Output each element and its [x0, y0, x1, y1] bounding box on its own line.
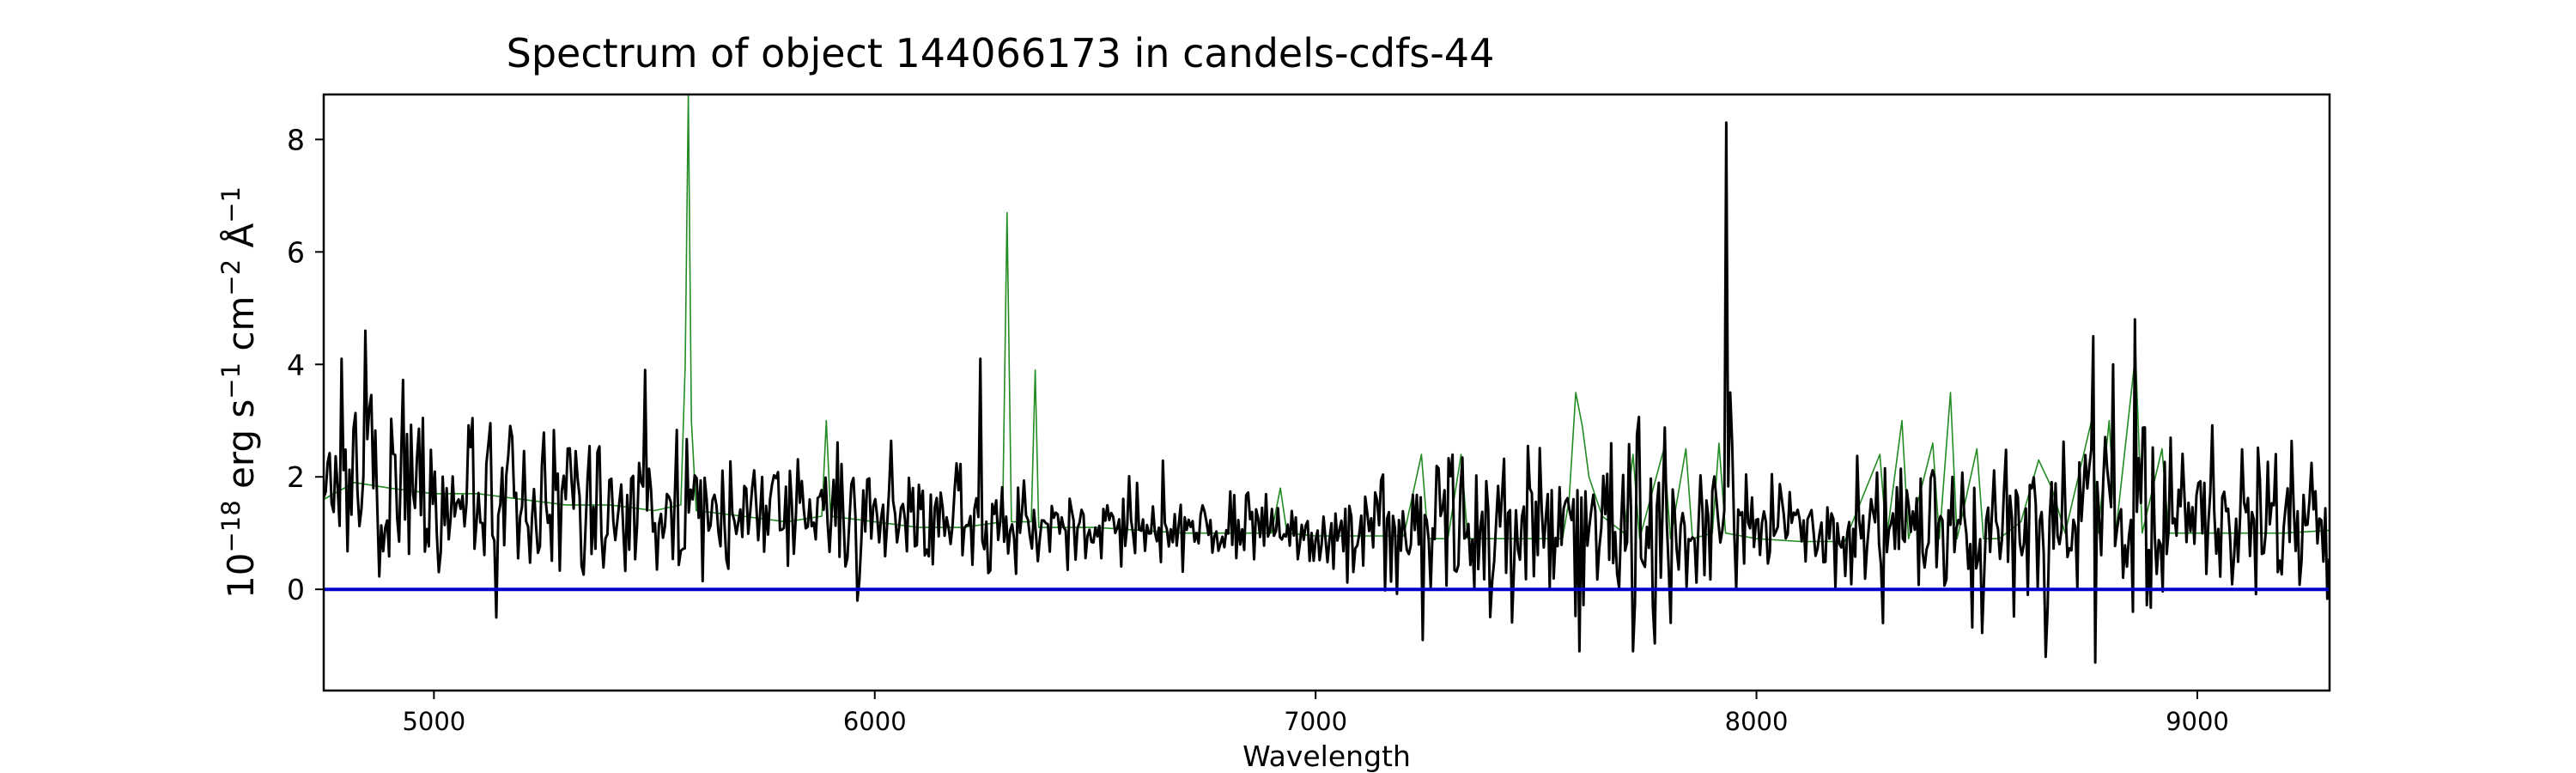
- y-label-exponent: −18: [216, 500, 246, 552]
- y-axis-label: 10−18 erg s−1 cm−2 Å−1: [216, 186, 262, 599]
- x-tick-label: 9000: [2166, 707, 2229, 736]
- y-tick-label: 4: [287, 348, 305, 381]
- y-axis: 0 2 4 6 8: [287, 123, 324, 606]
- y-label-exponent: −2: [216, 259, 246, 296]
- y-label-exponent: −1: [216, 186, 246, 223]
- x-tick-label: 7000: [1284, 707, 1347, 736]
- y-tick-label: 6: [287, 235, 305, 269]
- x-tick-label: 5000: [402, 707, 465, 736]
- y-label-text: 10: [220, 553, 262, 599]
- y-tick-label: 8: [287, 123, 305, 156]
- y-label-text: erg s: [220, 399, 262, 501]
- series-line-1: [324, 94, 2330, 543]
- chart-title: Spectrum of object 144066173 in candels-…: [507, 30, 1495, 76]
- x-axis: 5000 6000 7000 8000 9000: [402, 691, 2229, 736]
- y-label-text: Å: [219, 223, 262, 259]
- x-tick-label: 6000: [843, 707, 907, 736]
- y-tick-label: 0: [287, 573, 305, 606]
- series-layer: [324, 94, 2330, 664]
- plot-frame: [322, 93, 2331, 692]
- y-label-exponent: −1: [216, 362, 246, 399]
- y-label-text: cm: [220, 296, 262, 362]
- x-axis-label: Wavelength: [1242, 740, 1411, 773]
- y-tick-label: 2: [287, 460, 305, 494]
- x-tick-label: 8000: [1725, 707, 1789, 736]
- series-line-2: [324, 121, 2330, 664]
